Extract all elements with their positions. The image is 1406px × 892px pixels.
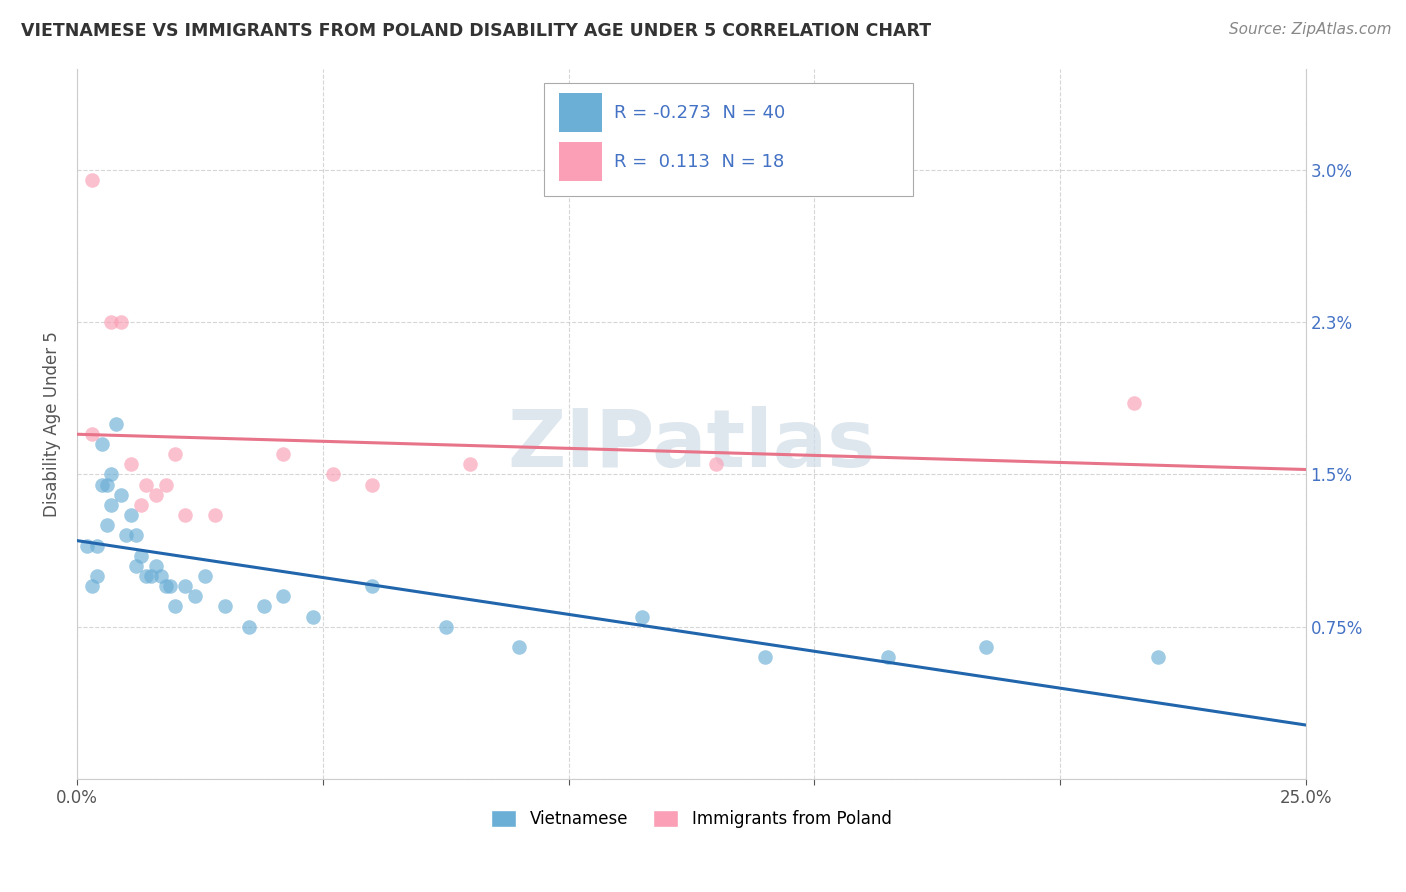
Point bbox=[145, 488, 167, 502]
FancyBboxPatch shape bbox=[558, 142, 602, 181]
Point bbox=[631, 609, 654, 624]
Legend: Vietnamese, Immigrants from Poland: Vietnamese, Immigrants from Poland bbox=[485, 803, 898, 835]
Point bbox=[174, 508, 197, 522]
Point bbox=[96, 518, 118, 533]
Point bbox=[458, 458, 481, 472]
Point bbox=[253, 599, 276, 614]
Point bbox=[165, 599, 187, 614]
Point bbox=[159, 579, 181, 593]
Point bbox=[273, 589, 295, 603]
Point bbox=[86, 569, 108, 583]
Point bbox=[1147, 650, 1170, 665]
Point bbox=[110, 315, 132, 329]
Text: Source: ZipAtlas.com: Source: ZipAtlas.com bbox=[1229, 22, 1392, 37]
Y-axis label: Disability Age Under 5: Disability Age Under 5 bbox=[44, 331, 60, 516]
Point bbox=[76, 539, 98, 553]
Point bbox=[974, 640, 997, 654]
Point bbox=[110, 488, 132, 502]
Point bbox=[508, 640, 530, 654]
Text: R =  0.113  N = 18: R = 0.113 N = 18 bbox=[614, 153, 785, 170]
Point bbox=[165, 447, 187, 461]
Point bbox=[754, 650, 776, 665]
Point bbox=[96, 477, 118, 491]
Point bbox=[184, 589, 207, 603]
Point bbox=[214, 599, 236, 614]
Point bbox=[125, 558, 148, 573]
Point bbox=[194, 569, 217, 583]
Point bbox=[704, 458, 727, 472]
Point bbox=[90, 437, 112, 451]
Point bbox=[90, 477, 112, 491]
Point bbox=[125, 528, 148, 542]
Point bbox=[100, 498, 122, 512]
Point bbox=[302, 609, 325, 624]
Point bbox=[115, 528, 138, 542]
Text: VIETNAMESE VS IMMIGRANTS FROM POLAND DISABILITY AGE UNDER 5 CORRELATION CHART: VIETNAMESE VS IMMIGRANTS FROM POLAND DIS… bbox=[21, 22, 931, 40]
Point bbox=[155, 477, 177, 491]
Point bbox=[129, 498, 152, 512]
Point bbox=[135, 569, 157, 583]
Point bbox=[434, 620, 457, 634]
Point bbox=[139, 569, 162, 583]
FancyBboxPatch shape bbox=[558, 94, 602, 132]
FancyBboxPatch shape bbox=[544, 83, 912, 196]
Point bbox=[238, 620, 260, 634]
Point bbox=[273, 447, 295, 461]
Point bbox=[361, 477, 384, 491]
Point bbox=[149, 569, 172, 583]
Point bbox=[145, 558, 167, 573]
Point bbox=[129, 549, 152, 563]
Point bbox=[174, 579, 197, 593]
Text: R = -0.273  N = 40: R = -0.273 N = 40 bbox=[614, 104, 785, 122]
Point bbox=[1122, 396, 1144, 410]
Point bbox=[100, 315, 122, 329]
Point bbox=[120, 508, 142, 522]
Point bbox=[105, 417, 128, 431]
Point bbox=[877, 650, 900, 665]
Point bbox=[80, 579, 103, 593]
Point bbox=[322, 467, 344, 482]
Point bbox=[361, 579, 384, 593]
Point bbox=[100, 467, 122, 482]
Point bbox=[204, 508, 226, 522]
Point bbox=[80, 173, 103, 187]
Point bbox=[80, 426, 103, 441]
Point bbox=[120, 458, 142, 472]
Point bbox=[86, 539, 108, 553]
Point bbox=[155, 579, 177, 593]
Point bbox=[135, 477, 157, 491]
Text: ZIPatlas: ZIPatlas bbox=[508, 406, 876, 484]
